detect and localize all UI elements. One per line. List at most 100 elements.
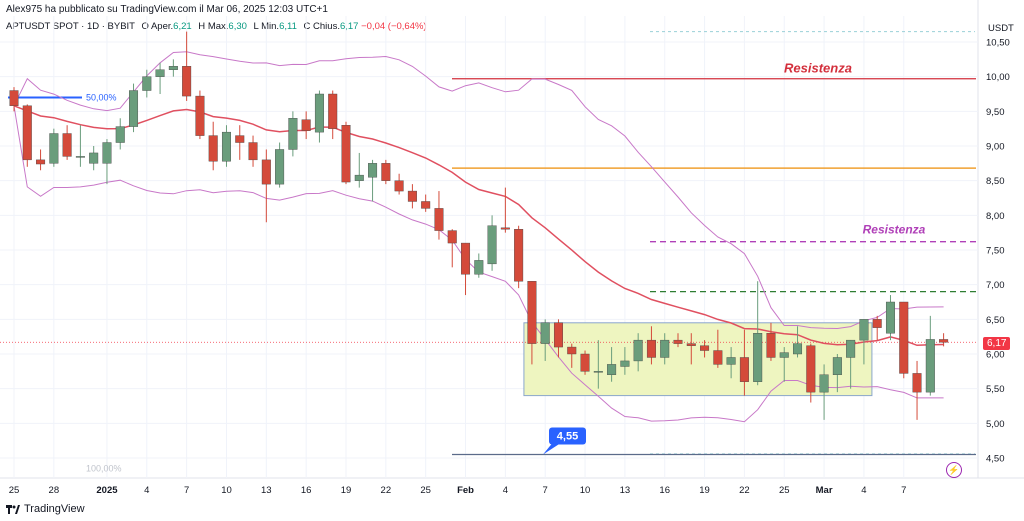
fib-50-label: 50,00% [86, 92, 117, 102]
candle [779, 347, 789, 382]
candle-body [939, 339, 949, 343]
candle-body [567, 346, 577, 355]
tradingview-branding[interactable]: TradingView [6, 503, 85, 515]
publisher-line: Alex975 ha pubblicato su TradingView.com… [6, 4, 328, 15]
candle-body [779, 352, 789, 358]
change-value: −0,04 (−0,64%) [361, 21, 427, 32]
time-tick-label: 4 [503, 485, 508, 496]
price-tick-label: 9,50 [986, 107, 1005, 118]
callout-pointer [543, 443, 560, 455]
candle [407, 184, 417, 209]
candle-body [275, 149, 285, 185]
candle [739, 329, 749, 396]
candle-body [195, 95, 205, 136]
price-tick-label: 6,00 [986, 350, 1005, 361]
price-tick-label: 7,00 [986, 280, 1005, 291]
candle-body [646, 339, 656, 358]
candle [155, 62, 165, 94]
candle [354, 152, 364, 188]
candle [646, 326, 656, 365]
candle [36, 149, 46, 171]
candle-body [36, 159, 46, 165]
time-tick-label: 4 [144, 485, 149, 496]
candle-body [806, 345, 816, 393]
candle [580, 350, 590, 375]
candle [421, 194, 431, 212]
time-tick-label: 25 [779, 485, 790, 496]
price-axis[interactable]: 10,50 10,00 9,50 9,00 8,50 8,00 7,50 7,00 6,50 6,… [986, 38, 1010, 465]
candle-body [208, 135, 218, 162]
candle-body [461, 242, 471, 275]
candle-body [102, 142, 112, 164]
time-tick-label: 16 [301, 485, 312, 496]
open-value: 6,21 [173, 21, 192, 32]
candle-body [407, 190, 417, 202]
candle [819, 364, 829, 420]
candle-body [527, 281, 537, 344]
candle [753, 281, 763, 386]
lightning-icon[interactable]: ⚡ [946, 462, 962, 478]
high-label: H [198, 21, 206, 32]
candle-body [726, 357, 736, 365]
candle [102, 139, 112, 185]
candle-body [793, 343, 803, 355]
price-tick-label: 9,00 [986, 142, 1005, 153]
price-tick-label: 4,50 [986, 454, 1005, 465]
candle [235, 125, 245, 160]
candle [62, 125, 72, 160]
close-text: Chius. [313, 21, 340, 32]
symbol-name[interactable]: APTUSDT SPOT · 1D · BYBIT [6, 21, 135, 32]
close-value: 6,17 [339, 21, 359, 32]
time-tick-label: 10 [221, 485, 232, 496]
candle-body [859, 319, 869, 341]
time-tick-label: 7 [184, 485, 189, 496]
candle-body [673, 339, 683, 344]
candle-body [899, 301, 909, 374]
candle [673, 333, 683, 348]
candle [221, 125, 231, 167]
candle [301, 111, 311, 140]
current-price-badge: 6,17 [983, 337, 1011, 350]
candle [633, 333, 643, 372]
time-tick-label: 19 [699, 485, 710, 496]
candle-body [9, 90, 19, 106]
moving-average-line [13, 105, 944, 347]
level-lines [0, 78, 978, 456]
price-tick-label: 10,50 [986, 38, 1010, 49]
candle [49, 128, 59, 167]
candle-body [620, 360, 630, 367]
time-tick-label: Mar [816, 485, 833, 496]
candle [168, 59, 178, 77]
candle-body [22, 105, 32, 161]
resistance-label-red: Resistenza [784, 61, 852, 76]
price-tick-label: 5,50 [986, 384, 1005, 395]
candle [248, 135, 258, 167]
candle [540, 319, 550, 361]
candle-body [553, 322, 563, 348]
candle-body [739, 357, 749, 382]
candle [925, 315, 935, 396]
candle-body [660, 339, 670, 358]
candle [832, 354, 842, 393]
high-value: 6,30 [228, 21, 247, 32]
candle-body [872, 319, 882, 328]
candle [142, 69, 152, 98]
time-axis[interactable]: 25 28 2025 4 7 10 13 16 19 22 25 Feb 4 7 10 13 16 19 22 25 M… [9, 485, 907, 496]
annotations: 50,00% 100,00% Resistenza Resistenza 4,55 [86, 61, 926, 474]
candle-body [62, 133, 72, 157]
candle-body [75, 156, 85, 158]
candle [129, 83, 139, 133]
candle-body [328, 93, 338, 129]
candle-body [261, 159, 271, 185]
candle-body [832, 357, 842, 376]
candle [182, 31, 192, 101]
candles [9, 31, 949, 420]
candle-body [713, 350, 723, 365]
candle-body [580, 353, 590, 372]
high-text: Max. [207, 21, 229, 32]
candle [846, 339, 856, 389]
time-tick-label: 25 [9, 485, 20, 496]
candle [22, 104, 32, 167]
candle-body [89, 152, 99, 164]
